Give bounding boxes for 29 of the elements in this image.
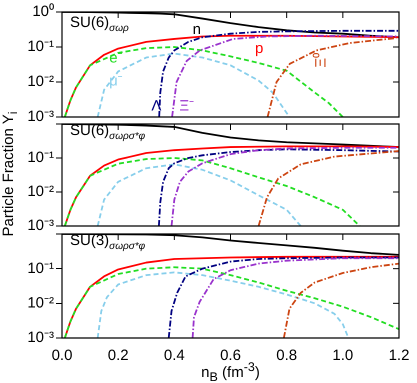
y-tick-label: 10⁻¹ [27, 38, 54, 56]
line-series [282, 262, 399, 338]
line-series [258, 150, 399, 226]
y-tick-label: 10⁻³ [27, 329, 54, 346]
y-tick-label: 10⁻³ [27, 108, 54, 126]
series-label: p [254, 40, 264, 57]
line-series [96, 163, 302, 226]
x-tick-label: 0.8 [276, 347, 298, 364]
y-tick-label: 10⁻³ [27, 217, 54, 234]
line-series [266, 37, 398, 117]
series-label: n [192, 20, 201, 38]
y-tick-label: 10⁻¹ [27, 260, 54, 277]
y-tick-label: 10⁻¹ [27, 149, 54, 166]
y-tick-label: 10⁻² [27, 73, 54, 90]
series-label: Ξ⁻ [179, 98, 194, 115]
x-tick-label: 0.2 [108, 347, 129, 364]
chart-title: SU(6)$_{σωρ}$ [70, 14, 129, 34]
y-tick-label: 10⁻² [27, 183, 54, 200]
y-tick-label: 10⁰ [32, 3, 54, 20]
x-tick-label: 1.0 [332, 347, 354, 364]
text: Ξ⁰ [312, 52, 330, 68]
line-series [96, 272, 350, 338]
y-tick-label: 10⁻² [27, 294, 54, 312]
x-tick-label: 0.4 [164, 347, 185, 364]
chart-title: SU(3)$_{σωρσ*φ}$ [70, 232, 146, 252]
series-label: μ⁻ [109, 72, 123, 90]
x-tick-label: 0.0 [52, 347, 72, 364]
line-series [64, 46, 344, 117]
x-tick-label: 1.2 [388, 347, 410, 364]
